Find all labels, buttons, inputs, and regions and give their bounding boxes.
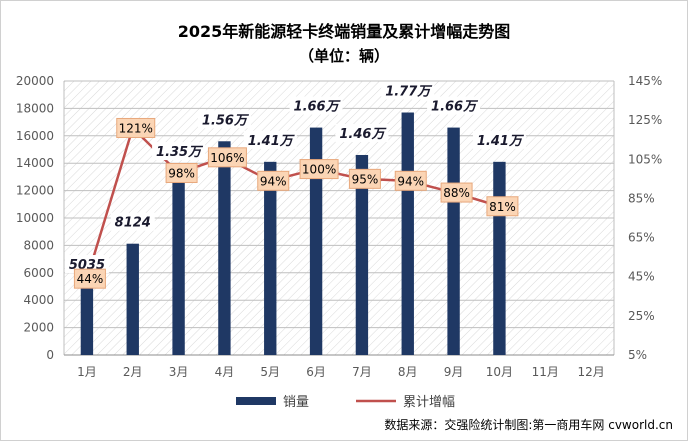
bar-label-bg <box>335 123 389 142</box>
bar-data-label: 1.77万 <box>385 85 433 100</box>
line-data-label: 121% <box>119 121 153 135</box>
y-left-tick-label: 4000 <box>23 293 54 307</box>
y-right-tick-label: 5% <box>628 348 647 362</box>
chart-title: 2025年新能源轻卡终端销量及累计增幅走势图 <box>178 22 511 41</box>
bar-label-bg <box>381 81 435 100</box>
x-tick-label: 9月 <box>444 365 464 379</box>
bar-data-labels: 503581241.35万1.56万1.41万1.66万1.46万1.77万1.… <box>64 81 526 274</box>
y-right-tick-label: 45% <box>628 270 655 284</box>
line-label-box <box>165 162 198 183</box>
x-tick-label: 10月 <box>486 365 513 379</box>
y-left-tick-label: 2000 <box>23 321 54 335</box>
x-tick-label: 4月 <box>215 365 235 379</box>
y-right-tick-label: 25% <box>628 309 655 323</box>
line-data-label: 95% <box>352 172 379 186</box>
bar <box>264 161 277 355</box>
x-tick-label: 2月 <box>123 365 143 379</box>
bar-data-label: 1.46万 <box>339 127 387 142</box>
bar <box>355 154 369 355</box>
bar-label-bg <box>197 110 251 129</box>
legend-swatch-bar <box>236 397 276 405</box>
bar <box>447 127 460 355</box>
line-data-label: 94% <box>397 174 424 188</box>
bar <box>218 141 231 355</box>
line-label-box <box>348 168 381 189</box>
line-label-box <box>116 117 156 138</box>
line-label-box <box>394 170 427 191</box>
bar-data-label: 1.41万 <box>248 134 296 149</box>
line-data-label: 81% <box>489 200 516 214</box>
bar-data-label: 1.35万 <box>156 145 204 160</box>
bar-data-label: 1.66万 <box>294 100 342 115</box>
legend-label-line: 累计增幅 <box>403 395 455 410</box>
bar-data-label: 1.56万 <box>202 113 250 128</box>
line-label-box <box>207 147 247 168</box>
y-left-tick-label: 14000 <box>16 156 54 170</box>
y-right-tick-label: 125% <box>628 113 662 127</box>
bar-label-bg <box>289 96 343 115</box>
y-left-tick-label: 6000 <box>23 266 54 280</box>
y-left-tick-label: 8000 <box>23 238 54 252</box>
source-note: 数据来源：交强险统计制图:第一商用车网 cvworld.cn <box>384 417 673 432</box>
x-tick-label: 5月 <box>260 365 280 379</box>
line-label-box <box>73 268 106 289</box>
y-axis-right: 5% 25% 45% 65% 85% 105% 125% 145% <box>628 74 662 362</box>
legend: 销量 累计增幅 <box>236 395 455 410</box>
chart-subtitle: （单位：辆） <box>299 47 389 65</box>
bar-data-label: 8124 <box>115 216 151 231</box>
bar-data-label: 1.41万 <box>477 134 525 149</box>
y-left-tick-label: 10000 <box>16 211 54 225</box>
line-data-labels: 44% 121% 98% 106% 94% 100% 95% 94% 88% 81% <box>73 117 519 289</box>
bar-label-bg <box>64 255 109 274</box>
y-left-tick-label: 18000 <box>16 101 54 115</box>
bar <box>309 127 323 355</box>
line-data-label: 106% <box>210 151 244 165</box>
bar-label-bg <box>243 130 297 149</box>
y-right-tick-label: 105% <box>628 152 662 166</box>
y-axis-left: 0 2000 4000 6000 8000 10000 12000 14000 16000 180… <box>16 74 54 362</box>
line-data-label: 88% <box>443 186 470 200</box>
line-data-label: 100% <box>302 163 336 177</box>
legend-label-bar: 销量 <box>283 395 309 410</box>
y-right-tick-label: 65% <box>628 231 655 245</box>
x-tick-label: 1月 <box>77 365 97 379</box>
y-right-tick-label: 85% <box>628 191 655 205</box>
bar-label-bg <box>472 130 526 149</box>
bar <box>80 286 94 355</box>
x-tick-label: 8月 <box>398 365 418 379</box>
y-right-tick-label: 145% <box>628 74 662 88</box>
bar-label-bg <box>152 142 206 161</box>
x-tick-label: 7月 <box>352 365 372 379</box>
bar-data-label: 1.66万 <box>431 100 479 115</box>
bar-series <box>80 112 506 355</box>
x-tick-label: 6月 <box>306 365 326 379</box>
bar-label-bg <box>427 96 481 115</box>
x-tick-label: 12月 <box>577 365 604 379</box>
line-label-box <box>440 182 473 203</box>
bar <box>126 243 139 355</box>
bar <box>401 112 414 355</box>
line-label-box <box>299 159 339 180</box>
bar <box>172 170 185 355</box>
bar <box>493 161 506 355</box>
line-data-label: 98% <box>168 166 195 180</box>
x-tick-label: 3月 <box>169 365 189 379</box>
y-left-tick-label: 16000 <box>16 129 54 143</box>
line-data-label: 94% <box>260 174 287 188</box>
line-label-box <box>257 170 290 191</box>
x-tick-label: 11月 <box>532 365 559 379</box>
y-left-tick-label: 12000 <box>16 184 54 198</box>
x-axis: 1月 2月 3月 4月 5月 6月 7月 8月 9月 10月 11月 12月 <box>64 354 614 379</box>
y-left-tick-label: 20000 <box>16 74 54 88</box>
line-label-box <box>486 196 519 217</box>
y-left-tick-label: 0 <box>46 348 54 362</box>
bar-label-bg <box>110 212 155 231</box>
line-data-label: 44% <box>77 272 104 286</box>
